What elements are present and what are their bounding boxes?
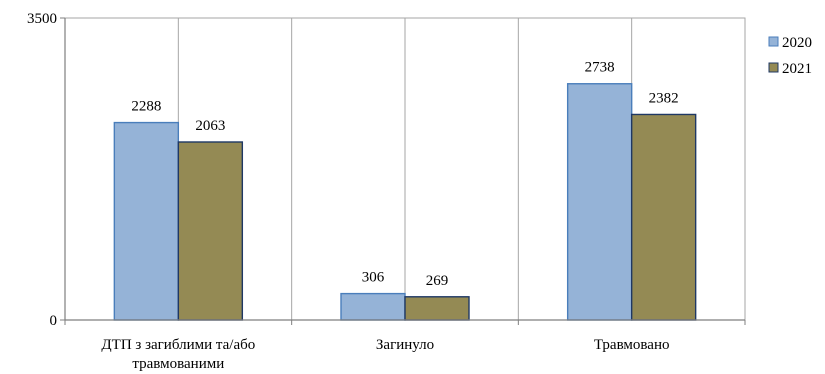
bar-2020-2 (340, 292, 406, 321)
data-label: 2288 (131, 99, 161, 115)
y-tick-label: 0 (50, 313, 58, 329)
y-tick-label: 3500 (27, 11, 57, 27)
legend: 2020 2021 (768, 35, 812, 77)
bars (113, 83, 697, 321)
plot-area (60, 17, 746, 325)
y-tick-labels: 0 3500 (27, 11, 57, 329)
category-label: Загинуло (376, 337, 434, 353)
legend-label: 2021 (782, 61, 812, 77)
category-labels: ДТП з загиблими та/або травмованими Загину… (101, 337, 669, 372)
data-label: 269 (426, 273, 449, 289)
data-label: 2382 (649, 90, 679, 106)
data-labels: 2288 306 2738 2063 269 2382 (131, 60, 678, 289)
bar-2020-3 (566, 83, 633, 321)
category-label: ДТП з загиблими та/або травмованими (101, 337, 255, 372)
bar-2021-1 (177, 141, 244, 321)
legend-swatch-2021 (768, 62, 779, 73)
category-label: Травмовано (594, 337, 670, 353)
legend-label: 2020 (782, 35, 812, 51)
x-axis-ticks (60, 17, 746, 325)
data-label: 2063 (195, 118, 225, 134)
bar-2021-2 (404, 296, 470, 321)
legend-swatch-2020 (768, 36, 779, 47)
bar-2020-1 (113, 121, 180, 321)
data-label: 306 (362, 270, 385, 286)
bar-2021-3 (630, 113, 697, 321)
data-label: 2738 (585, 60, 615, 76)
